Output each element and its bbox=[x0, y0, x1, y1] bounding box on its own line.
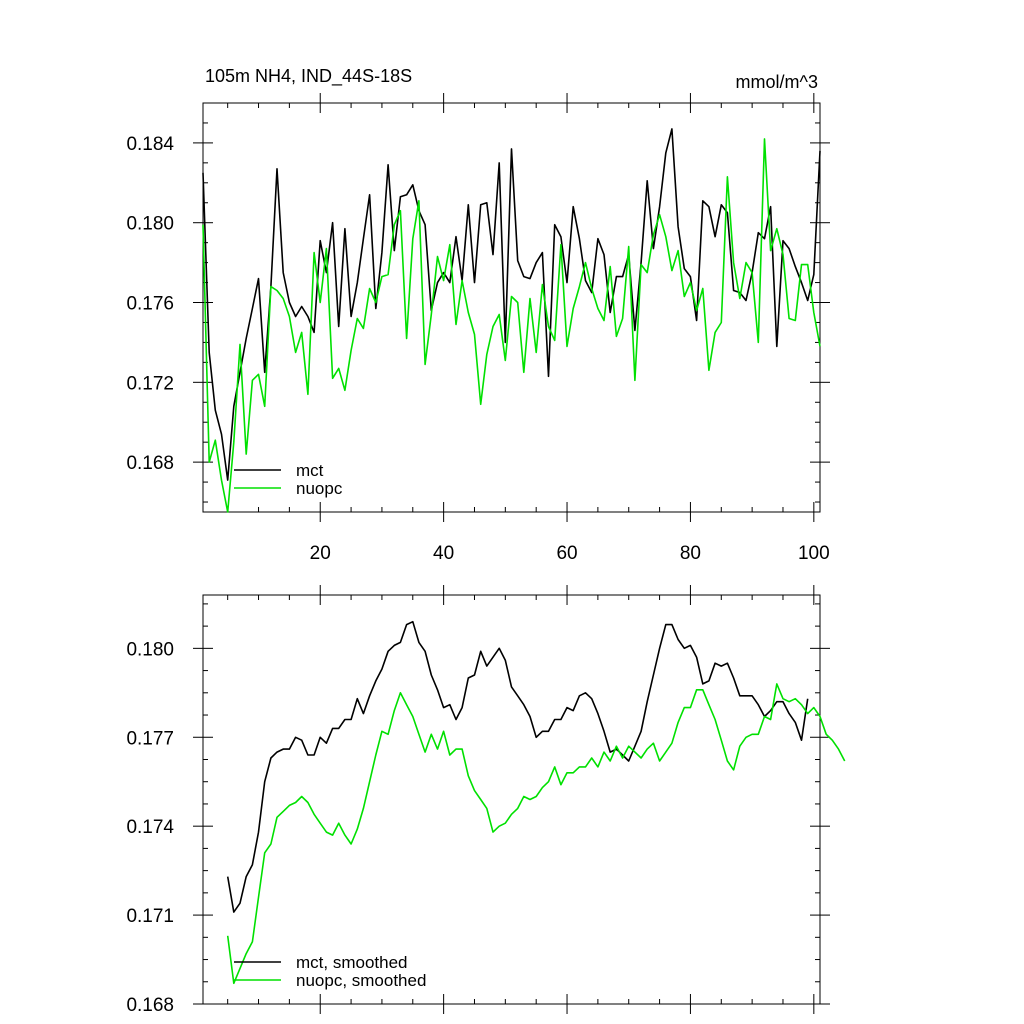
top-ytick-label: 0.176 bbox=[126, 294, 174, 315]
bottom-axes: 0.168 0.171 0.174 0.177 0.180 bbox=[126, 585, 830, 1016]
top-panel-title: 105m NH4, IND_44S-18S bbox=[205, 66, 412, 87]
top-xtick-label: 40 bbox=[433, 543, 454, 564]
top-xtick-label: 20 bbox=[310, 543, 331, 564]
top-panel-frame bbox=[202, 102, 821, 513]
bottom-panel-frame bbox=[202, 594, 821, 1005]
top-series-mct bbox=[202, 128, 821, 481]
top-series-nuopc bbox=[202, 138, 821, 513]
top-xtick-label: 100 bbox=[798, 543, 830, 564]
bottom-ytick-label: 0.177 bbox=[126, 728, 174, 749]
bottom-legend-label: nuopc, smoothed bbox=[296, 971, 426, 990]
top-ytick-label: 0.180 bbox=[126, 214, 174, 235]
bottom-series bbox=[226, 620, 846, 985]
top-axes: 20 40 60 80 100 0.168 0.172 0.176 0.180 0.184 bbox=[126, 93, 830, 564]
bottom-ytick-label: 0.180 bbox=[126, 639, 174, 660]
top-legend-label: mct bbox=[296, 461, 324, 480]
bottom-ytick-label: 0.174 bbox=[126, 817, 174, 838]
top-panel-units: mmol/m^3 bbox=[736, 72, 818, 92]
bottom-legend-label: mct, smoothed bbox=[296, 953, 408, 972]
top-panel: 105m NH4, IND_44S-18S mmol/m^3 20 40 60 80 1… bbox=[126, 66, 830, 564]
bottom-ytick-label: 0.168 bbox=[126, 995, 174, 1016]
bottom-panel: 0.168 0.171 0.174 0.177 0.180 mct, smoothedn… bbox=[126, 585, 846, 1016]
top-ytick-label: 0.172 bbox=[126, 373, 174, 394]
bottom-ytick-label: 0.171 bbox=[126, 906, 174, 927]
top-xtick-label: 80 bbox=[680, 543, 701, 564]
top-ytick-label: 0.184 bbox=[126, 134, 174, 155]
bottom-series-mct-smoothed bbox=[226, 620, 809, 913]
top-ytick-label: 0.168 bbox=[126, 453, 174, 474]
bottom-series-nuopc-smoothed bbox=[226, 683, 846, 985]
top-series bbox=[202, 128, 821, 513]
top-legend-label: nuopc bbox=[296, 479, 343, 498]
top-xtick-label: 60 bbox=[556, 543, 577, 564]
